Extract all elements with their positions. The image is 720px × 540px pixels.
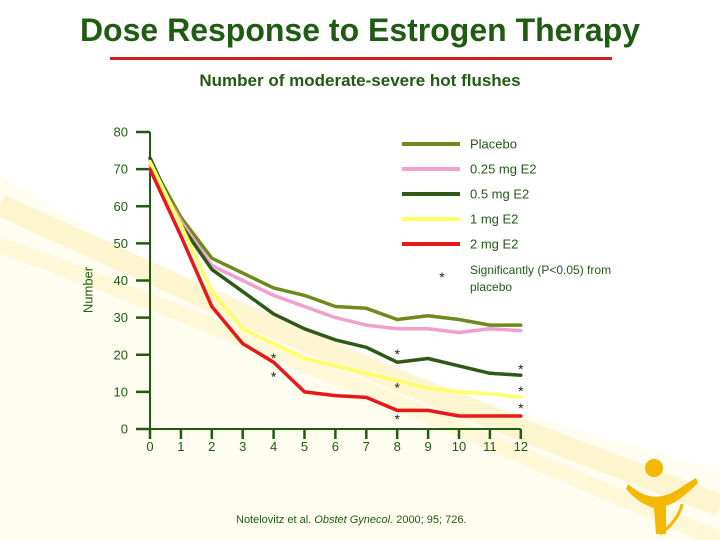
legend-label: Placebo xyxy=(470,137,517,152)
citation-authors: Notelovitz et al. xyxy=(236,514,312,526)
significance-layer: ******** xyxy=(271,346,524,427)
x-tick-label: 9 xyxy=(424,439,431,454)
y-tick-label: 50 xyxy=(114,236,128,251)
title-underline xyxy=(110,57,612,60)
x-tick-label: 0 xyxy=(146,439,153,454)
significance-marker: * xyxy=(394,346,400,362)
y-tick-label: 70 xyxy=(114,162,128,177)
x-tick-label: 12 xyxy=(514,439,528,454)
y-tick-label: 30 xyxy=(114,310,128,325)
x-tick-label: 11 xyxy=(483,439,497,454)
x-tick-label: 7 xyxy=(363,439,370,454)
significance-marker: * xyxy=(271,368,277,384)
series-line-4 xyxy=(148,159,523,400)
significance-marker: * xyxy=(394,379,400,395)
legend-significance-label-cont: placebo xyxy=(470,280,512,294)
page-title: Dose Response to Estrogen Therapy xyxy=(79,12,641,48)
legend-significance-symbol: * xyxy=(439,269,445,285)
citation-details: 2000; 95; 726. xyxy=(396,514,467,526)
series-line-3 xyxy=(148,156,523,377)
brand-logo-icon xyxy=(626,459,698,536)
x-tick-label: 1 xyxy=(177,439,184,454)
y-tick-label: 80 xyxy=(114,125,128,140)
legend-label: 0.5 mg E2 xyxy=(470,187,529,202)
y-tick-label: 60 xyxy=(114,199,128,214)
significance-marker: * xyxy=(271,350,277,366)
legend-label: 1 mg E2 xyxy=(470,212,518,227)
y-tick-label: 0 xyxy=(121,422,128,437)
series-line-5 xyxy=(148,167,523,418)
significance-marker: * xyxy=(518,400,524,416)
series-line-1 xyxy=(148,159,523,327)
significance-marker: * xyxy=(518,361,524,377)
chart-legend: Placebo 0.25 mg E2 0.5 mg E2 1 mg E2 2 mg E2… xyxy=(402,137,611,294)
y-tick-label: 20 xyxy=(114,347,128,362)
x-tick-label: 10 xyxy=(452,439,466,454)
y-tick-label: 10 xyxy=(114,384,128,399)
series-line-2 xyxy=(148,163,523,335)
x-tick-label: 4 xyxy=(270,439,277,454)
significance-marker: * xyxy=(518,383,524,399)
x-tick-label: 6 xyxy=(332,439,339,454)
x-tick-label: 5 xyxy=(301,439,308,454)
series-layer xyxy=(148,156,523,418)
chart-subtitle: Number of moderate-severe hot flushes xyxy=(199,71,521,90)
citation-journal: Obstet Gynecol. xyxy=(314,514,394,526)
x-tick-label: 3 xyxy=(239,439,246,454)
citation: Notelovitz et al. Obstet Gynecol. 2000; … xyxy=(236,514,467,526)
legend-significance-label: Significantly (P<0.05) from xyxy=(470,263,611,277)
significance-marker: * xyxy=(394,411,400,427)
legend-label: 0.25 mg E2 xyxy=(470,162,537,177)
y-tick-label: 40 xyxy=(114,273,128,288)
legend-label: 2 mg E2 xyxy=(470,237,518,252)
x-tick-label: 8 xyxy=(394,439,401,454)
x-tick-label: 2 xyxy=(208,439,215,454)
